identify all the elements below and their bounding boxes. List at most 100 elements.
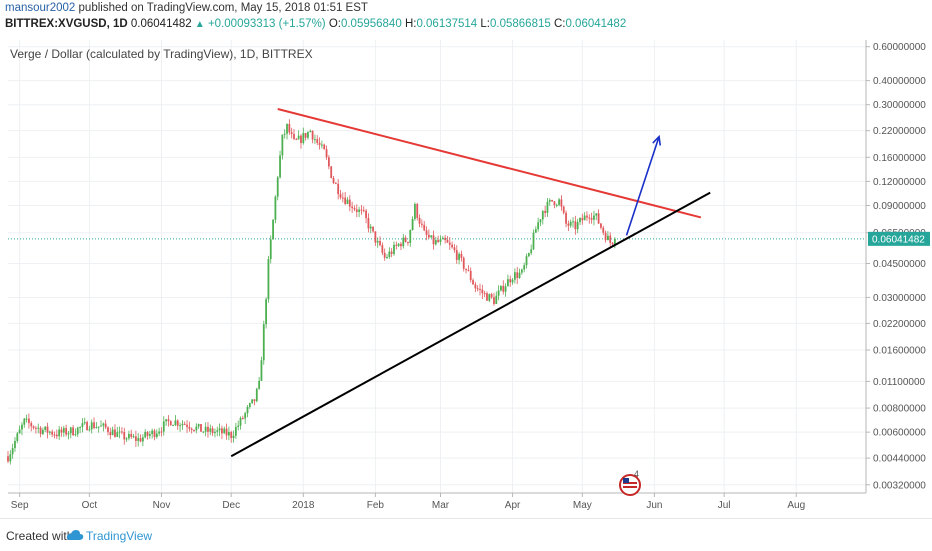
candle-body — [609, 235, 612, 243]
time-tick-label: Apr — [505, 500, 521, 511]
candle-body — [537, 222, 540, 230]
candle-body — [404, 237, 407, 242]
candle-body — [74, 434, 77, 436]
candle-body — [130, 433, 133, 437]
candle-body — [613, 238, 616, 245]
candle-body — [400, 243, 402, 247]
price-tick-label: 0.22000000 — [873, 126, 926, 137]
candle-body — [286, 123, 288, 134]
high-label: H: — [404, 18, 417, 30]
candle-body — [181, 423, 184, 426]
candle-body — [581, 218, 584, 221]
price-tick-label: 0.12000000 — [873, 177, 926, 188]
candle-body — [372, 226, 374, 232]
candle-body — [81, 423, 84, 428]
svg-text:4: 4 — [634, 469, 639, 479]
candle-body — [223, 428, 226, 434]
candle-body — [267, 259, 270, 300]
candle-body — [346, 199, 349, 204]
low-label: L: — [480, 18, 490, 30]
candle-body — [160, 431, 163, 433]
candle-body — [565, 212, 567, 224]
candle-body — [69, 427, 72, 434]
price-tick-label: 0.16000000 — [873, 153, 926, 164]
candle-body — [600, 223, 602, 228]
candle-body — [425, 230, 428, 235]
price-tick-label: 0.00440000 — [873, 454, 926, 465]
candle-body — [532, 232, 535, 250]
candle-body — [195, 426, 198, 431]
candle-body — [79, 427, 81, 429]
candle-body — [121, 431, 123, 433]
candle-body — [386, 257, 388, 259]
candle-body — [569, 221, 572, 226]
candle-body — [562, 206, 565, 213]
axes: 0.60000000 0.40000000 0.30000000 0.22000000… — [8, 40, 932, 511]
candle-body — [35, 427, 37, 429]
tradingview-cloud-icon[interactable] — [66, 528, 84, 545]
tradingview-link[interactable]: TradingView — [86, 529, 153, 543]
candle-body — [100, 425, 102, 427]
candle-body — [255, 388, 258, 402]
candle-body — [544, 210, 547, 213]
candle-body — [9, 454, 12, 462]
candle-body — [509, 279, 512, 283]
candle-body — [304, 133, 307, 138]
candle-body — [502, 285, 505, 292]
candle-body — [376, 241, 379, 243]
candle-body — [337, 183, 340, 195]
candle-body — [237, 425, 240, 427]
candle-body — [104, 423, 107, 428]
candle-body — [227, 432, 230, 436]
candle-body — [107, 427, 109, 433]
candle-body — [62, 428, 65, 433]
candle-body — [381, 245, 384, 253]
time-tick-label: Jun — [646, 500, 662, 511]
price-chart[interactable]: 0.60000000 0.40000000 0.30000000 0.22000000… — [0, 36, 932, 518]
candle-body — [414, 204, 416, 220]
candle-body — [279, 155, 281, 178]
candle-body — [90, 422, 93, 430]
candle-body — [446, 239, 449, 243]
candle-body — [239, 417, 242, 426]
low-value: 0.05866815 — [490, 18, 551, 30]
candle-body — [83, 422, 86, 424]
candle-body — [374, 231, 377, 243]
candle-body — [30, 423, 33, 427]
candle-body — [344, 197, 347, 204]
candle-body — [102, 423, 105, 426]
candle-body — [530, 249, 533, 254]
time-tick-label: Jul — [718, 500, 731, 511]
candle-body — [367, 218, 370, 229]
candle-body — [379, 241, 381, 246]
candle-body — [128, 433, 130, 439]
symbol-label[interactable]: BITTREX:XVGUSD, 1D — [5, 18, 128, 30]
time-tick-label: May — [573, 500, 592, 511]
candle-body — [214, 431, 216, 434]
candle-body — [448, 242, 451, 245]
candle-body — [260, 360, 263, 381]
candle-body — [351, 206, 354, 209]
candle-body — [72, 427, 75, 436]
candle-body — [204, 426, 207, 432]
candle-body — [604, 232, 607, 241]
candle-body — [118, 431, 121, 433]
candle-body — [332, 178, 335, 183]
candle-body — [65, 428, 68, 435]
time-tick-label: 2018 — [292, 500, 315, 511]
candle-body — [588, 217, 591, 219]
candle-body — [602, 227, 605, 233]
candle-body — [327, 157, 330, 167]
candle-body — [430, 235, 433, 238]
candle-body — [418, 217, 421, 224]
author-link[interactable]: mansour2002 — [5, 2, 76, 14]
candle-body — [193, 429, 195, 431]
candle-body — [16, 433, 19, 441]
candle-body — [172, 425, 174, 427]
candle-body — [274, 196, 277, 220]
candle-body — [504, 286, 507, 292]
candle-body — [207, 426, 209, 432]
candle-body — [241, 417, 244, 419]
candle-body — [490, 294, 493, 298]
candle-body — [407, 241, 409, 243]
